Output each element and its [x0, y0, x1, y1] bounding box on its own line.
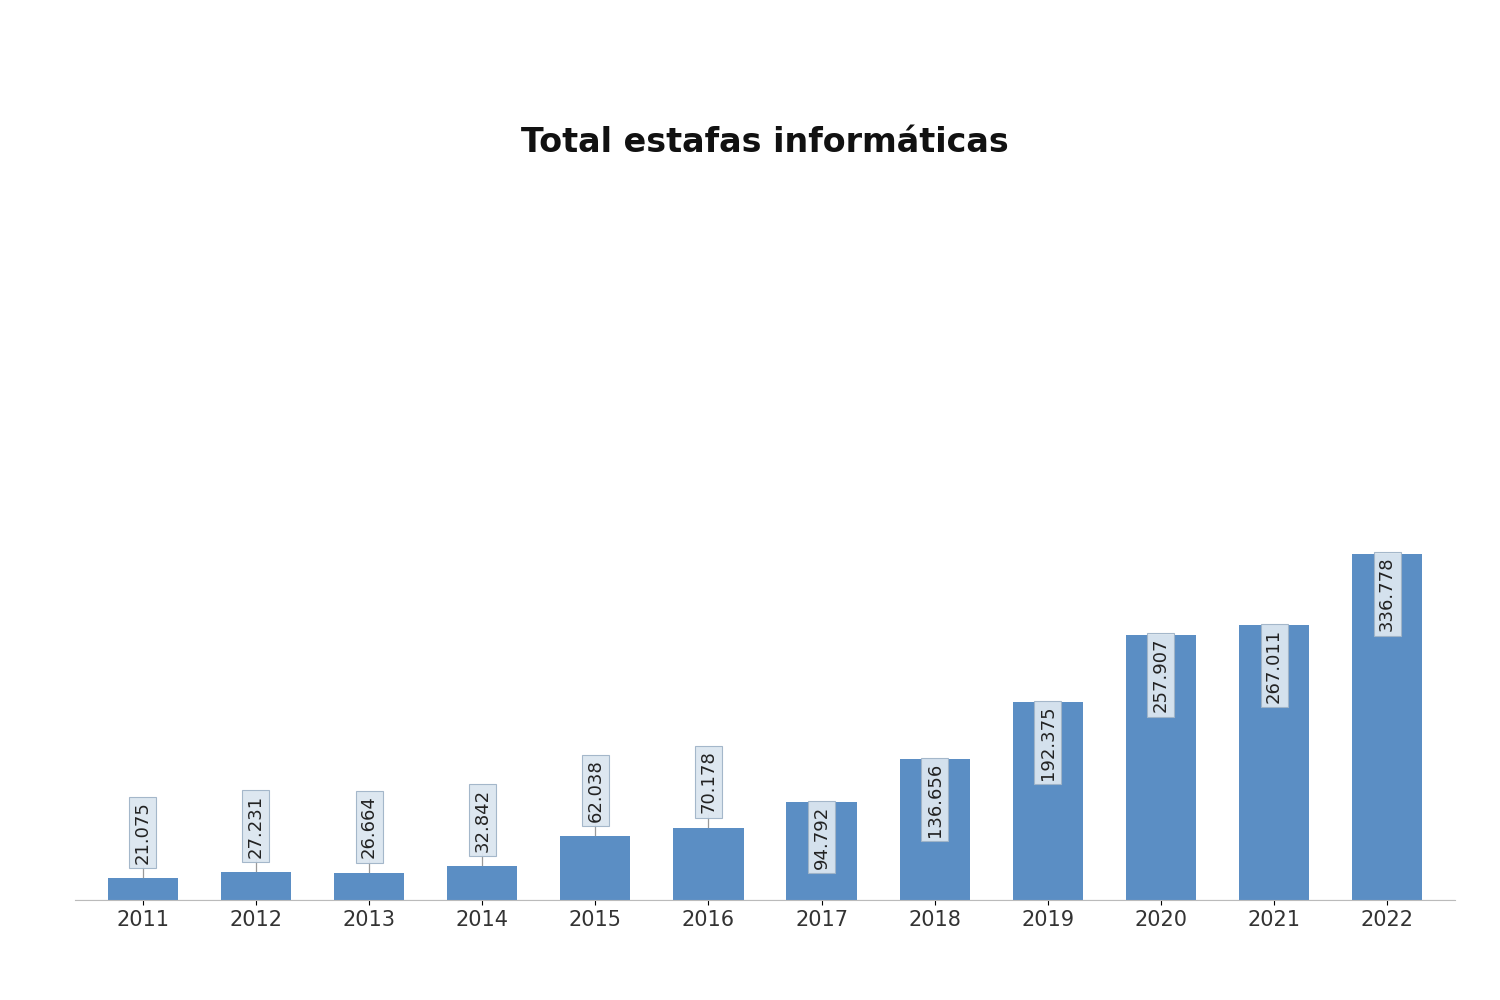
Bar — [108, 878, 178, 900]
Bar — [334, 873, 404, 900]
Text: 32.842: 32.842 — [472, 789, 490, 852]
Text: 267.011: 267.011 — [1264, 628, 1282, 703]
Text: 192.375: 192.375 — [1040, 705, 1058, 780]
Text: 26.664: 26.664 — [360, 795, 378, 858]
Bar — [1352, 554, 1422, 900]
Text: 27.231: 27.231 — [248, 794, 266, 858]
Text: 136.656: 136.656 — [926, 763, 944, 837]
Bar — [447, 866, 518, 900]
Text: 21.075: 21.075 — [134, 801, 152, 864]
Title: Total estafas informáticas: Total estafas informáticas — [520, 126, 1010, 159]
Text: 257.907: 257.907 — [1152, 638, 1170, 712]
Text: 94.792: 94.792 — [813, 806, 831, 869]
Bar — [561, 836, 630, 900]
Bar — [1126, 635, 1196, 900]
Bar — [220, 872, 291, 900]
Bar — [1013, 702, 1083, 900]
Bar — [900, 759, 969, 900]
Text: 70.178: 70.178 — [699, 751, 717, 813]
Bar — [1239, 625, 1310, 900]
Bar — [674, 828, 744, 900]
Text: 62.038: 62.038 — [586, 759, 604, 822]
Text: 336.778: 336.778 — [1378, 557, 1396, 631]
Bar — [786, 802, 856, 900]
